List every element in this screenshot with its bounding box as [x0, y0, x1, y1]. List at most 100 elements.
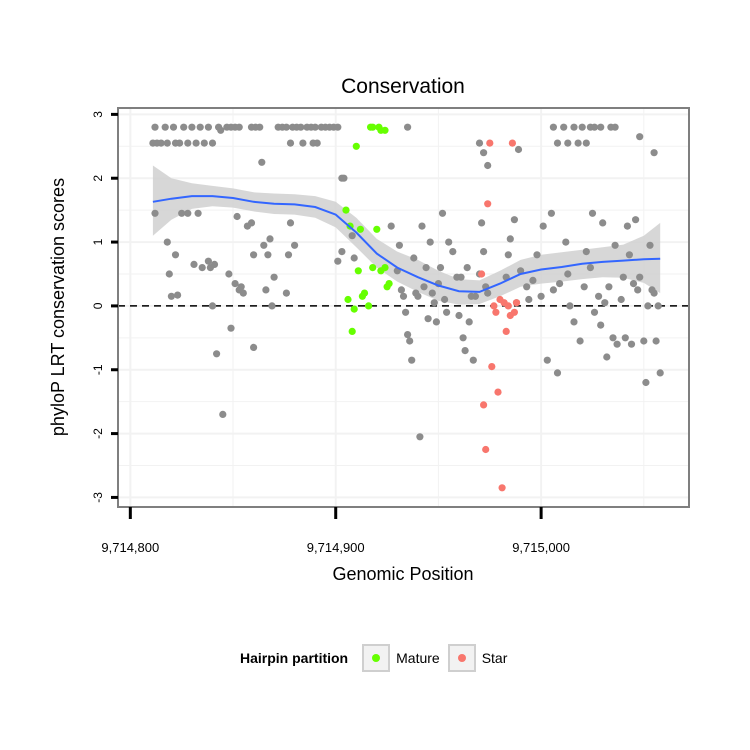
other-point: [582, 139, 590, 147]
other-point: [424, 315, 432, 323]
star-point: [512, 299, 521, 307]
star-point: [480, 401, 488, 409]
other-point: [404, 331, 412, 339]
other-point: [621, 334, 629, 342]
other-point: [480, 149, 488, 157]
y-tick-label: 3: [91, 111, 105, 118]
other-point: [178, 209, 186, 217]
other-point: [576, 337, 584, 345]
y-tick-label: 0: [91, 302, 105, 309]
other-point: [414, 292, 422, 300]
other-point: [459, 334, 467, 342]
other-point: [601, 299, 609, 307]
mature-point: [348, 327, 356, 335]
other-point: [650, 289, 658, 297]
other-point: [586, 264, 595, 272]
other-point: [553, 369, 562, 377]
other-point: [428, 289, 436, 297]
other-point: [219, 410, 227, 418]
other-point: [609, 334, 617, 342]
other-point: [171, 251, 180, 259]
other-point: [404, 123, 412, 131]
other-point: [445, 238, 453, 246]
legend-label-mature: Mature: [396, 650, 440, 666]
other-point: [556, 280, 564, 288]
other-point: [237, 283, 245, 291]
other-point: [588, 209, 597, 217]
y-tick-label: -3: [91, 492, 105, 503]
other-point: [297, 123, 305, 131]
other-point: [480, 248, 488, 256]
x-axis-label: Genomic Position: [332, 564, 473, 584]
other-point: [590, 308, 599, 316]
other-point: [176, 139, 184, 147]
other-point: [471, 292, 479, 300]
mature-point: [369, 264, 377, 272]
other-point: [613, 340, 621, 348]
other-point: [441, 295, 449, 304]
other-point: [210, 260, 219, 268]
y-tick-label: 2: [91, 175, 105, 182]
other-point: [443, 308, 451, 316]
star-point: [502, 327, 510, 335]
other-point: [617, 295, 625, 304]
other-point: [235, 123, 243, 131]
other-point: [311, 123, 319, 131]
other-point: [642, 378, 650, 387]
other-point: [406, 337, 414, 345]
other-point: [167, 292, 175, 300]
smooth-line-layer: [152, 195, 661, 293]
other-point: [652, 337, 660, 345]
other-point: [420, 283, 428, 291]
other-point: [629, 280, 638, 288]
other-point: [169, 123, 178, 131]
other-point: [291, 241, 299, 249]
star-point: [486, 139, 494, 147]
other-point: [611, 241, 619, 249]
other-point: [198, 264, 206, 272]
other-point: [430, 299, 438, 307]
other-point: [338, 248, 346, 256]
other-point: [422, 264, 430, 272]
other-point: [564, 270, 572, 278]
other-point: [574, 139, 582, 147]
other-point: [282, 123, 290, 131]
other-point: [284, 251, 293, 259]
mature-point: [381, 126, 389, 134]
other-point: [570, 318, 578, 326]
other-point: [161, 123, 169, 131]
other-point: [190, 260, 198, 268]
other-point: [469, 356, 477, 364]
other-point: [597, 123, 605, 131]
other-point: [250, 343, 258, 351]
other-point: [438, 209, 447, 217]
mature-point: [369, 123, 377, 131]
other-point: [262, 286, 270, 294]
y-tick-label: -1: [91, 364, 105, 375]
other-point: [605, 283, 613, 291]
other-point: [350, 254, 358, 262]
star-point: [482, 445, 490, 454]
other-point: [258, 158, 266, 166]
star-point: [494, 388, 502, 396]
other-point: [217, 126, 225, 134]
other-point: [457, 273, 465, 281]
other-point: [580, 283, 588, 291]
other-point: [334, 257, 342, 265]
legend-title: Hairpin partition: [240, 650, 349, 666]
other-point: [395, 241, 403, 249]
other-point: [636, 273, 644, 281]
x-tick-label: 9,714,900: [307, 540, 365, 555]
other-point: [632, 216, 640, 224]
legend-key-star: [447, 644, 476, 672]
star-dot-icon: [457, 654, 466, 662]
star-point: [492, 308, 500, 316]
other-point: [165, 270, 173, 278]
other-point: [656, 369, 664, 377]
star-point: [478, 270, 486, 278]
other-point: [213, 350, 221, 358]
other-point: [225, 270, 233, 278]
other-point: [256, 123, 264, 131]
